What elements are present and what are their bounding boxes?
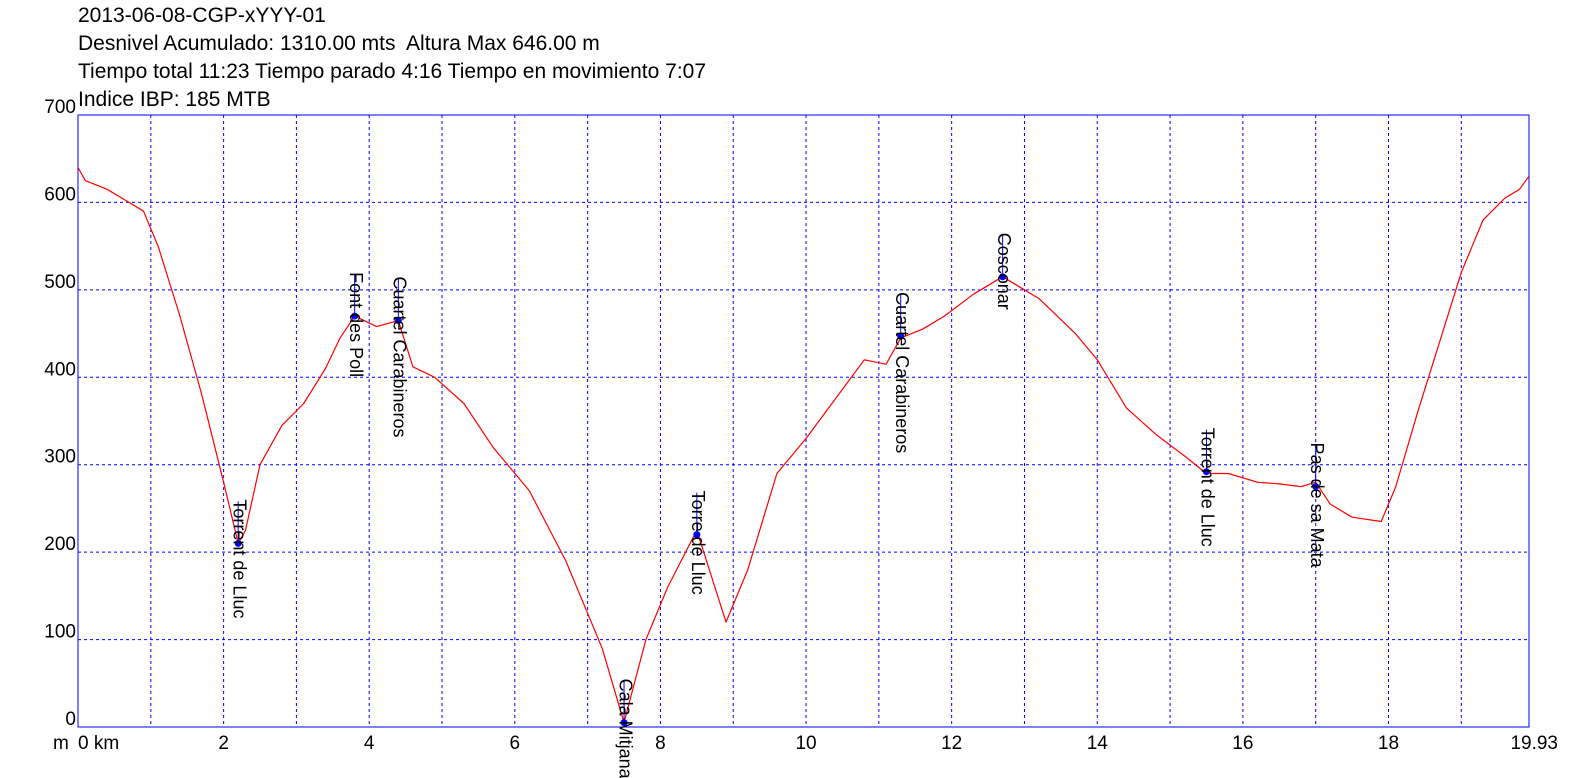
waypoint-marker: [620, 719, 628, 727]
waypoint-label: Pas de sa Mata: [1307, 443, 1327, 569]
waypoint-marker: [999, 273, 1007, 281]
waypoint-marker: [234, 539, 242, 547]
axes: [77, 114, 1530, 728]
y-tick-label: 300: [44, 447, 76, 468]
y-tick-label: 500: [44, 272, 76, 293]
y-tick-label: 0: [65, 709, 76, 730]
tick-labels: 0 100 200 300 400 500 600 700 m 0 km 2 4 6 8 10 12 14 16 1…: [44, 97, 1558, 754]
y-tick-label: 700: [44, 97, 76, 118]
y-tick-label: 200: [44, 534, 76, 555]
waypoint-label: Cala Mitjana: [615, 679, 635, 778]
y-tick-label: 400: [44, 359, 76, 380]
x-tick-label: 14: [1087, 733, 1109, 754]
x-tick-label: 19.93: [1510, 733, 1558, 754]
elevation-summary: Desnivel Acumulado: 1310.00 mts Altura M…: [78, 32, 600, 55]
waypoint-marker: [693, 531, 701, 539]
waypoints: Torrent de Lluc Font des Poll Cuartel Cara…: [229, 233, 1327, 778]
waypoint-marker: [394, 316, 402, 324]
x-tick-label: 4: [364, 733, 375, 754]
x-tick-label: 2: [218, 733, 229, 754]
x-tick-label: 10: [795, 733, 816, 754]
waypoint-label: Cuartel Carabineros: [892, 292, 912, 453]
plot-frame: [77, 114, 1530, 728]
x-tick-label: 0 km: [78, 733, 119, 754]
ibp-index: Indice IBP: 185 MTB: [78, 88, 271, 111]
waypoint-label: Cosconar: [994, 233, 1014, 310]
waypoint-marker: [897, 332, 905, 340]
waypoint-label: Font des Poll: [346, 272, 366, 377]
grid: [78, 115, 1529, 727]
y-tick-label: 100: [44, 622, 76, 643]
waypoint-label: Torre de Lluc: [688, 491, 708, 595]
waypoint-marker: [351, 312, 359, 320]
x-tick-label: 8: [655, 733, 666, 754]
waypoint-label: Torrent de Lluc: [229, 499, 249, 618]
waypoint-label: Cuartel Carabineros: [390, 276, 410, 437]
y-tick-label: 600: [44, 184, 76, 205]
track-title: 2013-06-08-CGP-xYYY-01: [78, 4, 326, 27]
waypoint-marker: [1312, 483, 1320, 491]
x-tick-label: 16: [1232, 733, 1253, 754]
waypoint-label: Torrent de Lluc: [1198, 428, 1218, 547]
x-tick-label: 6: [510, 733, 521, 754]
x-tick-label: 12: [941, 733, 962, 754]
time-summary: Tiempo total 11:23 Tiempo parado 4:16 Ti…: [78, 60, 707, 83]
waypoint-marker: [1202, 468, 1210, 476]
x-tick-label: 18: [1378, 733, 1399, 754]
x-axis-label: m: [53, 733, 69, 754]
